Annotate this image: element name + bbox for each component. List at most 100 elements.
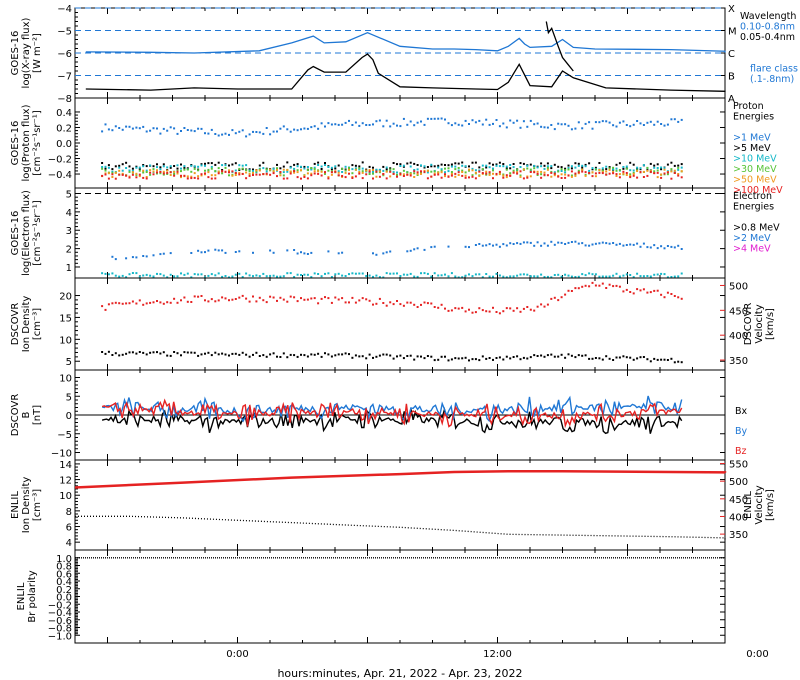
data-point [564,176,567,179]
series-line-by [101,395,683,423]
data-point [135,126,138,129]
data-point [680,163,683,166]
data-point [221,164,224,167]
data-point [437,171,440,174]
data-point [529,356,532,359]
data-point [135,256,138,259]
data-point [646,169,649,172]
data-point [413,124,416,127]
data-point [149,301,152,304]
data-point [618,162,621,165]
y-axis-label: ENLILBr polarity [16,570,38,622]
data-point [471,275,474,278]
data-point [594,172,597,175]
data-point [646,358,649,361]
data-point [461,169,464,172]
data-point [677,244,680,247]
data-point [296,163,299,166]
data-point [306,169,309,172]
data-point [265,301,268,304]
data-point [152,301,155,304]
data-point [430,355,433,358]
data-point [564,167,567,170]
data-point [169,301,172,304]
data-point [152,165,155,168]
data-point [279,174,282,177]
data-point [653,123,656,126]
data-point [375,175,378,178]
data-point [142,255,145,257]
data-point [505,165,508,168]
data-point [348,168,350,171]
data-point [204,132,206,135]
data-point [190,177,193,180]
series-line-bx [101,406,683,435]
data-point [399,354,402,357]
data-point [570,167,573,170]
data-point [214,174,217,177]
data-point [221,170,224,173]
data-point [114,125,117,128]
data-point [519,358,522,361]
data-point [131,127,134,130]
data-point [594,284,597,287]
data-point [546,126,549,129]
data-point [519,162,522,165]
data-point [162,165,165,168]
data-point [584,171,587,174]
data-point [430,117,433,120]
data-point [618,121,621,124]
y-axis-label-line: [cm⁻³] [32,489,43,521]
data-point [625,244,628,246]
data-point [118,275,121,278]
legend-entry: >10 MeV [733,154,777,165]
data-point [183,351,186,354]
data-point [159,301,162,304]
x-tick-label: 12:00 [483,649,512,660]
data-point [104,308,107,311]
data-point [430,165,433,168]
data-point [378,297,381,300]
data-point [173,351,176,353]
data-point [618,169,621,171]
data-point [591,175,594,178]
data-point [207,274,210,277]
data-point [444,164,446,166]
data-point [354,175,357,178]
data-point [492,177,494,180]
data-point [642,356,645,358]
data-point [114,165,117,168]
data-point [485,273,488,275]
data-point [498,161,501,164]
data-point [173,165,176,167]
data-point [234,174,237,176]
data-point [543,164,546,167]
data-point [365,298,368,301]
data-point [125,352,128,355]
data-point [375,168,378,171]
data-point [680,361,683,364]
data-point [389,170,392,173]
data-point [324,172,326,175]
data-point [245,169,248,171]
data-point [413,358,416,361]
data-point [327,353,330,356]
data-point [197,273,200,276]
data-point [378,170,381,173]
data-point [444,175,446,178]
data-point [594,175,597,178]
data-point [286,272,289,275]
data-point [231,275,234,278]
data-point [210,128,213,131]
data-point [121,274,124,277]
data-point [464,310,467,313]
data-point [156,166,158,169]
data-point [433,165,436,168]
data-point [642,275,645,278]
data-point [622,274,625,277]
data-point [176,301,179,304]
data-point [200,173,203,176]
data-point [488,166,491,169]
data-point [478,243,481,245]
